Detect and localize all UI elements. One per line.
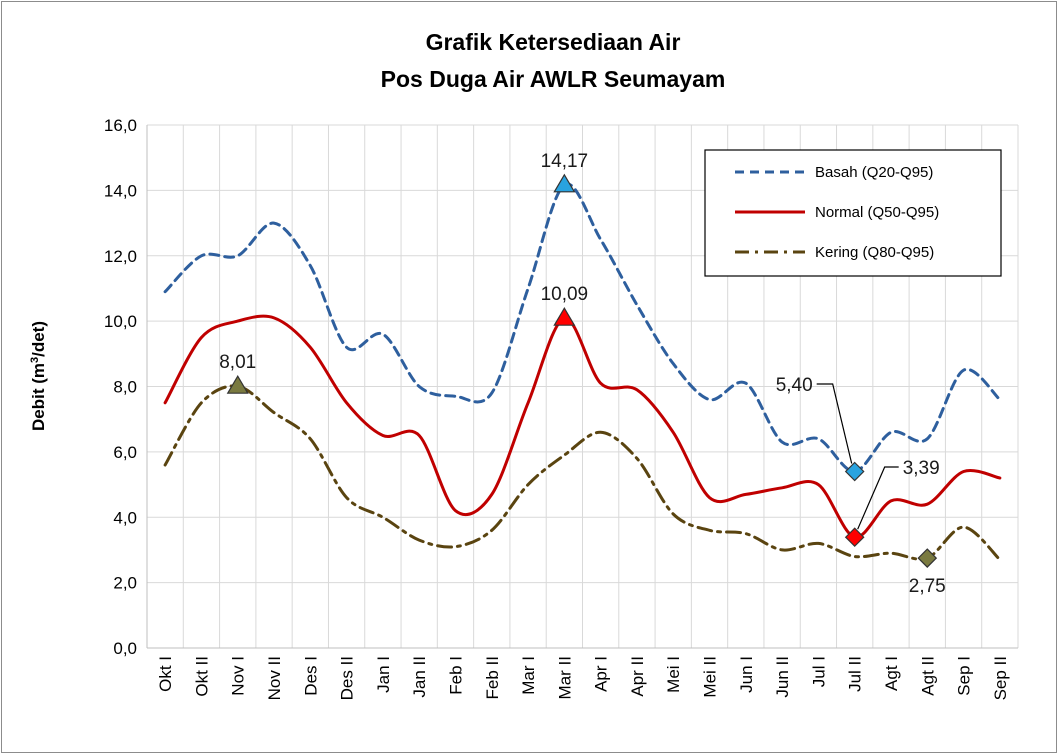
x-tick-label: Agt I (882, 656, 901, 691)
annotation-label: 5,40 (776, 375, 813, 396)
x-tick-label: Jun I (737, 656, 756, 693)
y-tick-label: 10,0 (104, 312, 137, 331)
x-tick-label: Jul I (809, 656, 828, 687)
legend: Basah (Q20-Q95) Normal (Q50-Q95) Kering (Q… (704, 149, 1002, 277)
y-tick-label: 8,0 (113, 378, 137, 397)
x-tick-label: Nov II (265, 656, 284, 700)
x-tick-label: Apr II (628, 656, 647, 697)
x-tick-label: Sep I (955, 656, 974, 696)
x-tick-label: Sep II (991, 656, 1010, 700)
legend-label: Normal (Q50-Q95) (815, 204, 939, 221)
x-tick-label: Jan I (374, 656, 393, 693)
y-tick-label: 12,0 (104, 247, 137, 266)
plot-area: 0,0 2,0 4,0 6,0 8,0 10,0 12,0 14,0 16,0 Okt I Okt … (104, 116, 1019, 700)
x-tick-label: Agt II (918, 656, 937, 696)
x-tick-label: Des I (301, 656, 320, 696)
chart-subtitle: Pos Duga Air AWLR Seumayam (381, 66, 726, 92)
legend-label: Basah (Q20-Q95) (815, 164, 933, 181)
annotation-leader-line (857, 466, 899, 530)
x-tick-label: Nov I (229, 656, 248, 696)
x-tick-label: Jun II (773, 656, 792, 698)
legend-label: Kering (Q80-Q95) (815, 244, 934, 261)
y-tick-label: 4,0 (113, 508, 137, 527)
y-axis-label: Debit (m3/det) (29, 321, 48, 431)
x-tick-label: Mar II (555, 656, 574, 699)
x-tick-label: Okt II (192, 656, 211, 697)
x-tick-label: Mar I (519, 656, 538, 695)
annotation-marker-diamond (917, 548, 938, 568)
annotation-marker-diamond (844, 527, 865, 548)
annotation-label: 14,17 (541, 151, 589, 172)
annotation-label: 8,01 (219, 352, 256, 373)
annotation-marker-triangle (226, 374, 249, 394)
annotation-marker-triangle (553, 173, 576, 193)
x-tick-label: Feb I (446, 656, 465, 695)
annotation-leader-line (816, 383, 853, 464)
x-tick-label: Des II (338, 656, 357, 700)
annotation-label: 10,09 (541, 284, 589, 305)
x-tick-label: Okt I (156, 656, 175, 692)
x-tick-label: Apr I (592, 656, 611, 692)
annotation-label: 2,75 (909, 576, 946, 597)
x-tick-label: Jul II (846, 656, 865, 692)
y-tick-label: 16,0 (104, 116, 137, 135)
x-tick-label: Mei I (664, 656, 683, 693)
annotation-marker-triangle (553, 306, 576, 326)
x-tick-label: Mei II (701, 656, 720, 698)
y-tick-label: 14,0 (104, 181, 137, 200)
annotation-marker-diamond (844, 461, 865, 482)
x-tick-label: Feb II (483, 656, 502, 699)
y-tick-label: 2,0 (113, 574, 137, 593)
x-tick-label: Jan II (410, 656, 429, 698)
y-tick-label: 6,0 (113, 443, 137, 462)
series-kering-line (163, 384, 1002, 562)
y-tick-label: 0,0 (113, 639, 137, 658)
annotation-label: 3,39 (903, 458, 940, 479)
chart-title: Grafik Ketersediaan Air (426, 29, 681, 55)
